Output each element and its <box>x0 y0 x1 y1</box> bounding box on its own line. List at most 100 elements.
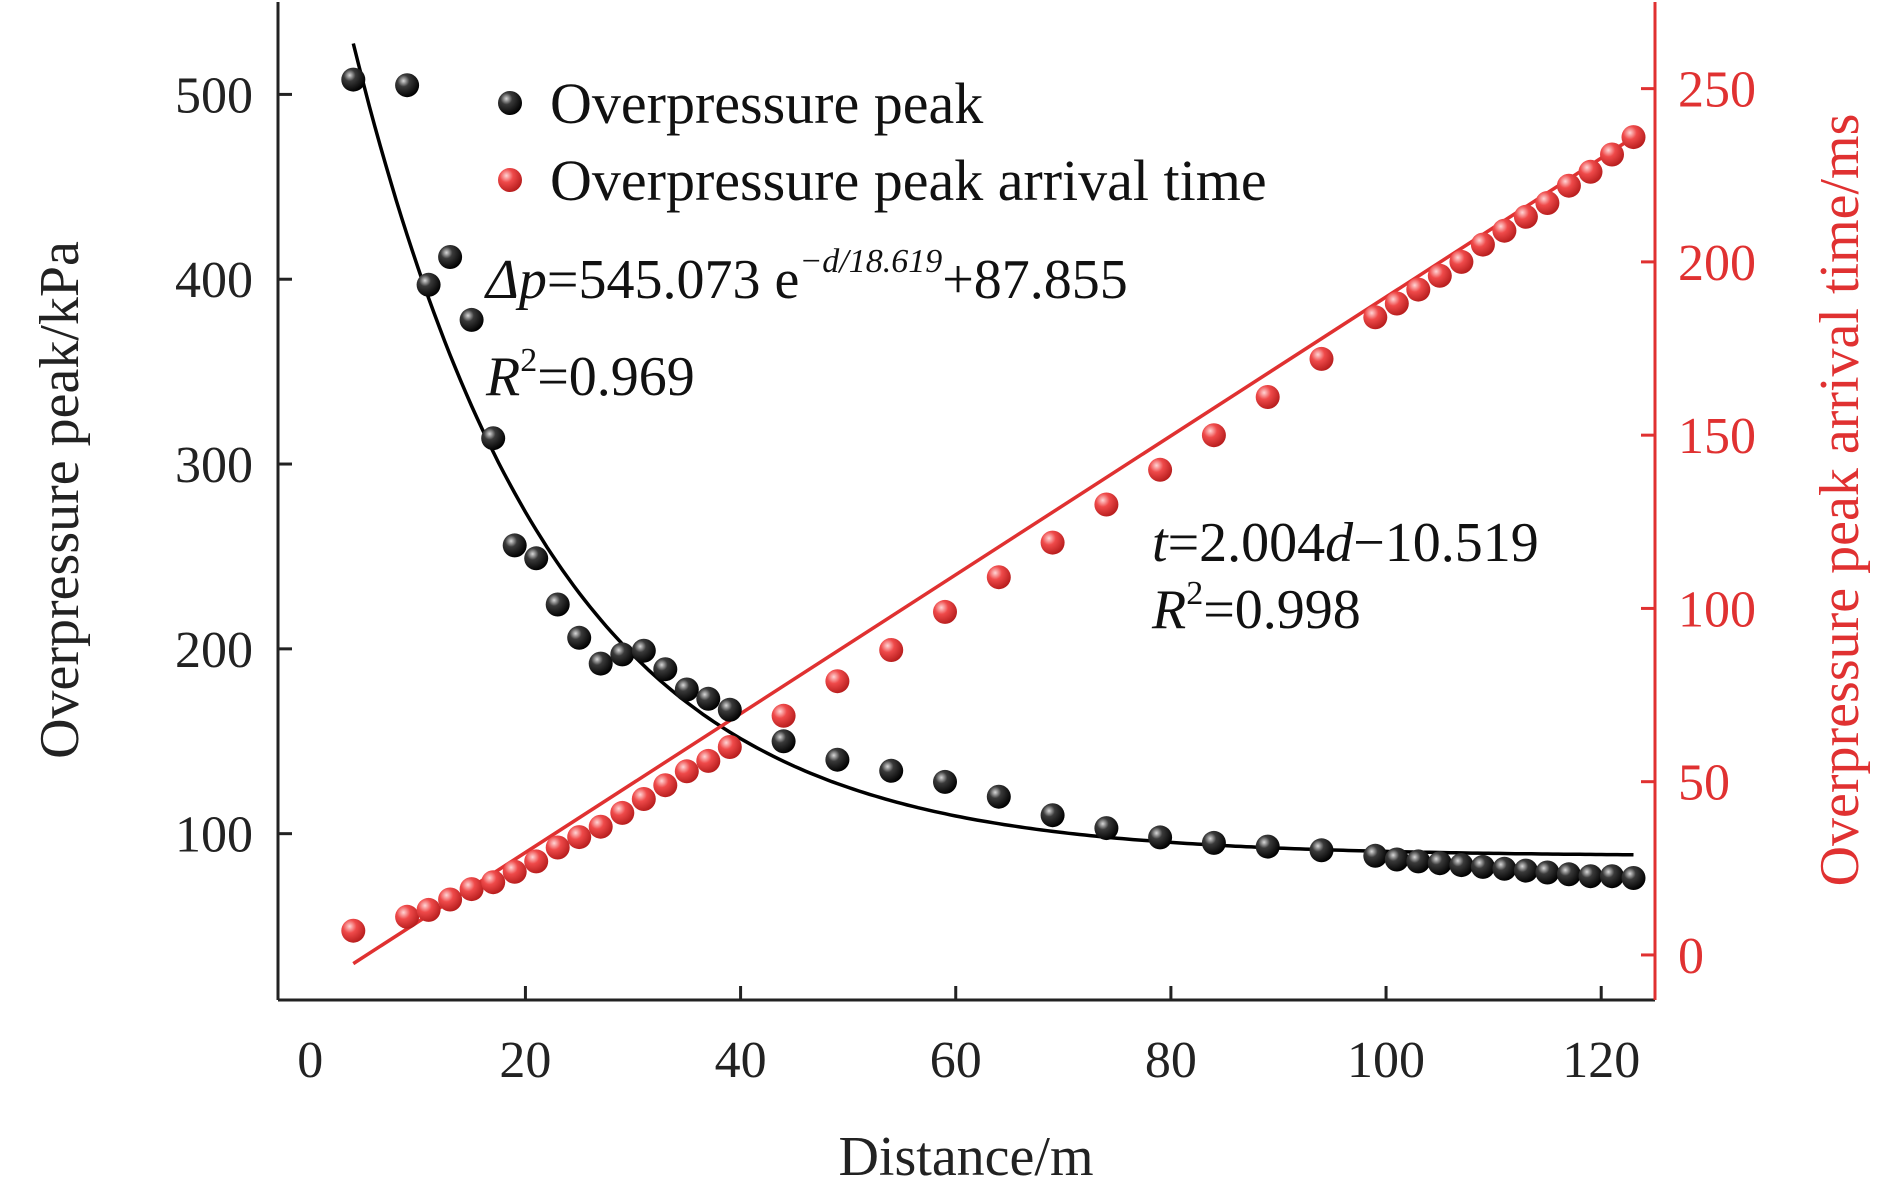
overpressure-point <box>1492 856 1517 881</box>
arrival-time-point <box>771 703 796 728</box>
arrival-time-point <box>588 814 613 839</box>
arrival-time-point <box>545 835 570 860</box>
arrival-time-point <box>1255 385 1280 409</box>
arrival-time-point <box>341 918 366 943</box>
arrival-time-point <box>567 825 592 850</box>
arrival-time-point <box>459 877 484 902</box>
arrival-time-point <box>986 565 1011 590</box>
overpressure-point <box>1621 866 1646 890</box>
x-tick-label: 0 <box>297 1032 323 1089</box>
overpressure-point <box>1449 853 1474 878</box>
overpressure-point <box>438 245 463 269</box>
x-tick-label: 120 <box>1562 1032 1640 1089</box>
x-tick-label: 100 <box>1347 1032 1425 1089</box>
y-tick-label: 200 <box>175 622 253 679</box>
arrival-time-point <box>674 759 699 784</box>
data-points <box>341 67 1646 943</box>
arrival-time-point <box>631 787 656 811</box>
arrival-time-point <box>1470 232 1495 257</box>
linear-fit-line <box>352 135 1635 966</box>
overpressure-point <box>1578 864 1603 889</box>
overpressure-point <box>1255 834 1280 859</box>
overpressure-point <box>653 657 678 682</box>
exp-fit-exponent: −d/18.619 <box>799 243 942 280</box>
y2-tick-label: 100 <box>1678 581 1756 638</box>
overpressure-point <box>1513 858 1538 883</box>
exp-fit-equation: Δp=545.073 e−d/18.619+87.855 <box>484 243 1128 311</box>
overpressure-point <box>481 426 506 451</box>
overpressure-point <box>1600 864 1624 889</box>
x-tick-label: 60 <box>930 1032 982 1089</box>
y2-tick-label: 0 <box>1678 928 1704 985</box>
arrival-time-point <box>696 748 721 773</box>
legend-label-pressure: Overpressure peak <box>550 71 983 136</box>
arrival-time-point <box>416 897 441 922</box>
arrival-time-point <box>1535 191 1560 215</box>
arrival-time-point <box>1040 530 1065 555</box>
exp-fit-lhs: Δp <box>484 249 547 311</box>
arrival-time-point <box>438 887 463 912</box>
arrival-time-point <box>1492 218 1517 243</box>
lin-fit-equation: t=2.004d−10.519 <box>1152 512 1539 574</box>
overpressure-point <box>825 747 850 772</box>
y-tick-label: 400 <box>175 252 253 309</box>
overpressure-point <box>1309 838 1334 863</box>
y2-tick-label: 150 <box>1678 408 1756 465</box>
legend-marker-pressure <box>498 91 522 115</box>
overpressure-point <box>1094 816 1119 841</box>
y-tick-label: 100 <box>175 807 253 864</box>
lin-fit-r2-power: 2 <box>1186 575 1203 612</box>
arrival-time-point <box>610 800 635 825</box>
overpressure-point <box>567 625 592 650</box>
overpressure-point <box>1384 847 1409 872</box>
arrival-time-point <box>933 599 957 624</box>
overpressure-point <box>1406 849 1431 874</box>
arrival-time-point <box>879 638 904 662</box>
legend-marker-arrival <box>498 168 522 192</box>
legend-label-arrival: Overpressure peak arrival time <box>550 148 1267 213</box>
y2-tick-label: 50 <box>1678 755 1730 812</box>
y-tick-label: 300 <box>175 437 253 494</box>
overpressure-point <box>502 533 527 558</box>
lin-fit-r2-value: =0.998 <box>1203 579 1361 641</box>
overpressure-point <box>395 73 420 98</box>
overpressure-point <box>674 677 699 702</box>
overpressure-point <box>1427 851 1452 876</box>
overpressure-point <box>1556 862 1581 887</box>
exp-fit-r2: R2=0.969 <box>485 342 695 408</box>
y-tick-label: 500 <box>175 67 253 124</box>
axis-ticks: 0 20 40 60 80 100 120 100 200 300 400 500 0 50 100 150 2… <box>175 62 1756 1089</box>
arrival-time-point <box>825 669 850 694</box>
arrival-time-point <box>481 870 506 895</box>
overpressure-point <box>610 642 635 667</box>
arrival-time-point <box>395 904 420 929</box>
overpressure-point <box>524 546 549 571</box>
exp-fit-r2-value: =0.969 <box>537 346 695 408</box>
x-tick-label: 80 <box>1145 1032 1197 1089</box>
overpressure-point <box>1148 825 1173 850</box>
arrival-time-point <box>1363 305 1388 330</box>
legend: Overpressure peak Overpressure peak arri… <box>498 71 1267 213</box>
overpressure-point <box>986 784 1011 809</box>
arrival-time-point <box>1148 457 1173 482</box>
arrival-time-point <box>653 773 678 798</box>
arrival-time-point <box>1406 277 1431 302</box>
overpressure-point <box>588 651 613 676</box>
overpressure-point <box>1470 854 1495 879</box>
arrival-time-point <box>1556 173 1581 198</box>
overpressure-point <box>459 307 484 332</box>
overpressure-point <box>416 272 441 297</box>
arrival-time-point <box>717 735 742 759</box>
x-tick-label: 40 <box>715 1032 767 1089</box>
overpressure-point <box>1363 843 1388 868</box>
x-tick-label: 20 <box>499 1032 551 1089</box>
y2-axis-title: Overpressure peak arrival time/ms <box>1809 114 1871 887</box>
lin-fit-tail: −10.519 <box>1353 512 1539 574</box>
arrival-time-point <box>1600 142 1624 167</box>
overpressure-point <box>933 769 957 794</box>
arrival-time-point <box>1094 492 1119 517</box>
overpressure-point <box>1201 830 1226 855</box>
y2-tick-label: 200 <box>1678 235 1756 292</box>
overpressure-point <box>1040 803 1065 828</box>
